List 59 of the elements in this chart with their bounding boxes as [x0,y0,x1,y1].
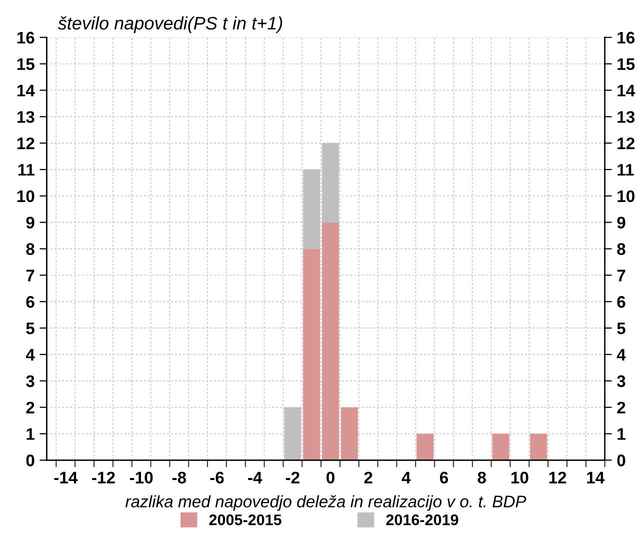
y-tick-label: 1 [26,428,34,440]
legend-label: 2005-2015 [209,514,282,526]
y-tick-label: 15 [17,58,34,70]
y2-tick-label: 8 [617,243,626,255]
bar [416,434,434,460]
y-axis-title: število napovedi(PS t in t+1) [58,16,282,34]
y2-tick-label: 7 [617,270,626,282]
x-tick-label: -4 [248,472,262,484]
x-tick-label: -2 [286,472,300,484]
x-tick-label: 8 [478,472,486,484]
bar [303,248,320,460]
x-tick-label: 4 [402,472,411,484]
bar [530,434,548,460]
x-tick-label: 14 [587,472,605,484]
y2-tick-label: 0 [617,454,626,466]
x-tick-label: 6 [440,472,448,484]
x-tick-label: 10 [511,472,528,484]
y2-tick-label: 4 [616,349,626,361]
y-tick-label: 12 [17,137,34,150]
y2-tick-label: 1 [618,428,626,440]
x-tick-label: -14 [54,472,78,484]
x-tick-label: 12 [549,472,566,484]
y2-tick-label: 5 [617,322,626,334]
y-tick-label: 16 [17,32,34,44]
y-tick-label: 13 [17,111,34,123]
x-tick-label: -6 [210,472,224,484]
y-tick-label: 11 [18,164,34,176]
y-tick-label: 4 [26,349,35,361]
y-tick-label: 5 [26,322,34,334]
bar [340,407,358,460]
y2-tick-label: 11 [618,164,634,176]
x-axis-title: razlika med napovedjo deleža in realizacijo v o. t. BDP [125,495,526,511]
y2-tick-label: 9 [617,216,626,229]
bar [492,434,510,460]
y2-tick-label: 10 [618,190,634,202]
y-tick-label: 0 [26,454,34,466]
y2-tick-label: 15 [618,58,635,70]
y-tick-label: 6 [26,296,34,308]
y2-tick-label: 3 [616,375,626,388]
bar [322,222,340,460]
x-tick-label: 2 [364,472,372,484]
y-tick-label: 14 [17,84,35,96]
y-tick-label: 8 [26,243,34,255]
y2-tick-label: 13 [618,111,635,123]
y-tick-label: 9 [26,216,34,229]
x-tick-label: -8 [172,472,186,484]
y2-tick-label: 14 [618,84,636,96]
y2-tick-label: 12 [618,137,634,150]
y2-tick-label: 6 [617,296,626,308]
y-tick-label: 7 [26,270,34,282]
x-tick-label: -12 [92,472,115,484]
x-tick-label: -10 [130,472,153,484]
y-tick-label: 2 [26,402,34,414]
legend-label: 2016-2019 [386,514,458,526]
y-tick-label: 10 [17,190,34,202]
x-tick-label: 0 [326,472,334,484]
y2-tick-label: 2 [617,402,626,414]
y2-tick-label: 16 [618,32,635,44]
y-tick-label: 3 [26,375,34,388]
